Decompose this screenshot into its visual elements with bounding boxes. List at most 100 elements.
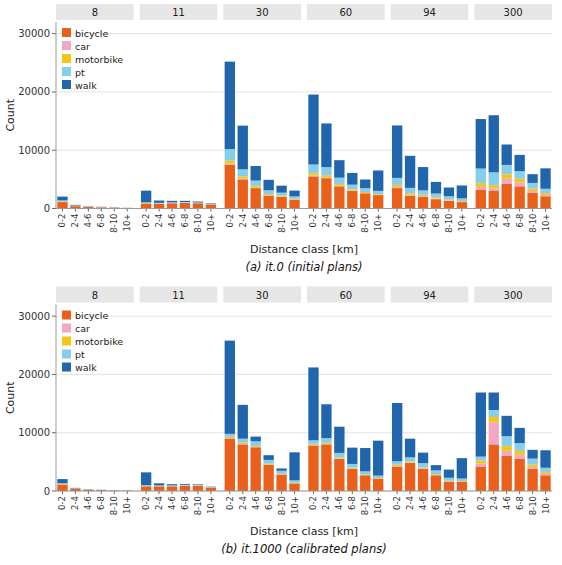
bar-segment — [431, 199, 441, 208]
x-tick-label: 2-4 — [489, 496, 499, 510]
legend: bicyclecarmotorbikeptwalk — [62, 310, 123, 373]
bar-segment — [263, 180, 273, 190]
bar-segment — [334, 427, 344, 453]
bar-segment — [502, 145, 512, 165]
bar-segment — [289, 483, 299, 491]
legend-label: car — [75, 41, 90, 52]
bar-segment — [334, 459, 344, 491]
bar-segment — [360, 475, 370, 476]
x-tick-label: 2-4 — [321, 496, 331, 510]
grid-line — [56, 91, 552, 92]
x-tick-label: 0-2 — [392, 214, 402, 228]
bar-segment — [373, 479, 383, 491]
bar-segment — [83, 489, 93, 490]
bar-segment — [392, 185, 402, 187]
bar-segment — [431, 465, 441, 470]
bar-segment — [154, 486, 164, 487]
bar-segment — [514, 459, 524, 491]
bar-segment — [206, 204, 216, 208]
grid-line — [56, 316, 552, 317]
bar-segment — [405, 457, 415, 461]
bar-segment — [514, 428, 524, 443]
bar-segment — [180, 483, 190, 485]
x-tick-label: 8-10 — [193, 214, 203, 233]
bar-segment — [405, 193, 415, 195]
bar-segment — [431, 197, 441, 198]
bar-segment — [431, 194, 441, 198]
bar-segment — [251, 437, 261, 442]
bar-segment — [276, 196, 286, 197]
bar-segment — [489, 115, 499, 172]
bar-segment — [154, 483, 164, 485]
bar-segment — [308, 446, 318, 491]
bar-segment — [251, 186, 261, 188]
facet-label: 94 — [423, 290, 436, 301]
bar-segment — [308, 444, 318, 446]
grid-line — [56, 208, 552, 209]
legend-label: pt — [75, 67, 85, 78]
bar-segment — [347, 189, 357, 190]
grid-line — [56, 374, 552, 375]
bar-segment — [489, 444, 499, 491]
bar-segment — [418, 195, 428, 196]
x-tick-label: 8-10 — [444, 496, 454, 515]
bar-segment — [514, 443, 524, 451]
bar-segment — [334, 453, 344, 458]
bar-segment — [263, 194, 273, 195]
figure: 010000200003000080-22-44-66-88-1010+110-… — [0, 0, 562, 565]
bar-segment — [444, 188, 454, 197]
legend-swatch — [62, 350, 71, 359]
facet-label: 60 — [339, 7, 352, 18]
y-tick — [52, 374, 56, 375]
x-tick-label: 10+ — [122, 214, 132, 232]
bar-segment — [141, 486, 151, 491]
legend-swatch — [62, 337, 71, 346]
bar-segment — [321, 443, 331, 444]
x-tick-label: 8-10 — [277, 496, 287, 515]
bar-segment — [167, 486, 177, 491]
bar-segment — [405, 188, 415, 193]
bar-segment — [476, 457, 486, 461]
bar-segment — [251, 447, 261, 491]
bar-segment — [540, 475, 550, 491]
x-tick-label: 6-8 — [264, 214, 274, 228]
legend-swatch — [62, 54, 71, 63]
bar-segment — [308, 176, 318, 208]
bar-segment — [321, 444, 331, 491]
bar-segment — [263, 465, 273, 491]
facet-strip — [307, 287, 385, 303]
bar-segment — [180, 486, 190, 491]
legend-swatch — [62, 311, 71, 320]
panel-caption: (a) it.0 (initial plans) — [245, 260, 362, 274]
bar-segment — [238, 443, 248, 444]
bar-segment — [193, 486, 203, 491]
bar-segment — [405, 156, 415, 188]
legend-label: pt — [75, 349, 85, 360]
bar-segment — [418, 453, 428, 463]
bar-segment — [263, 190, 273, 194]
bar-segment — [225, 164, 235, 165]
bar-segment — [540, 450, 550, 467]
facet-strip — [56, 287, 134, 303]
bar-segment — [193, 203, 203, 208]
bar-segment — [457, 186, 467, 199]
bar-segment — [347, 469, 357, 491]
bar-segment — [167, 203, 177, 208]
bar-segment — [83, 489, 93, 490]
grid-line — [56, 33, 552, 34]
bar-segment — [418, 468, 428, 469]
bar-segment — [476, 467, 486, 491]
bar-segment — [514, 455, 524, 459]
bar-segment — [141, 204, 151, 209]
bar-segment — [457, 482, 467, 491]
bar-segment — [476, 183, 486, 187]
bar-segment — [83, 206, 93, 207]
facet-strip — [474, 287, 552, 303]
bar-segment — [308, 173, 318, 175]
y-tick-label: 0 — [44, 486, 50, 497]
bar-segment — [96, 206, 106, 207]
bar-segment — [167, 202, 177, 204]
x-tick-label: 6-8 — [180, 214, 190, 228]
bar-segment — [321, 123, 331, 167]
x-tick-label: 2-4 — [238, 214, 248, 228]
